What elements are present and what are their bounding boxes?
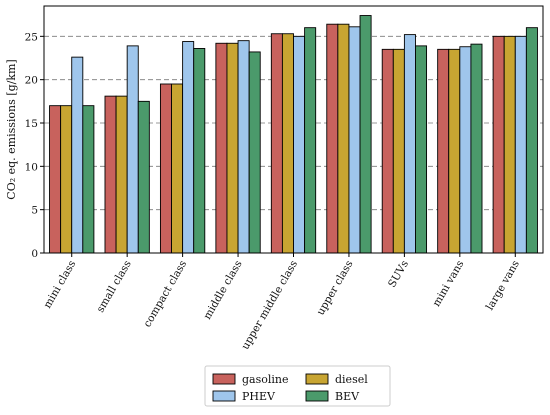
bar-diesel-upper-class xyxy=(337,23,350,254)
bar-bev-middle-class xyxy=(248,51,261,254)
bar-diesel-middle-class xyxy=(226,42,239,254)
bar-gasoline-large-vans xyxy=(492,35,505,254)
bar-gasoline-middle-class xyxy=(215,42,228,254)
bar-gasoline-mini-vans xyxy=(437,48,450,254)
bar-phev-middle-class xyxy=(237,40,250,254)
bar-phev-compact-class xyxy=(182,41,195,254)
x-ticks: mini class small class compact class middle… xyxy=(41,253,522,352)
bar-bev-upper-middle-class xyxy=(304,27,317,254)
y-tick-label: 10 xyxy=(25,161,38,173)
y-tick-label: 20 xyxy=(25,75,38,87)
legend-swatch-diesel xyxy=(305,373,329,385)
legend-label-bev: BEV xyxy=(335,390,360,403)
bar-bev-compact-class xyxy=(193,48,206,254)
bar-gasoline-compact-class xyxy=(159,83,172,254)
x-tick-label: compact class xyxy=(141,259,189,330)
x-tick-label: mini vans xyxy=(430,259,466,309)
bars xyxy=(49,15,538,254)
bar-bev-mini-vans xyxy=(470,43,483,254)
bar-diesel-mini-class xyxy=(60,105,73,254)
legend-swatch-phev xyxy=(212,390,236,402)
bar-gasoline-SUVs xyxy=(381,48,394,254)
y-tick-label: 5 xyxy=(31,205,38,217)
x-tick-label: middle class xyxy=(201,259,244,322)
y-tick-label: 0 xyxy=(31,248,38,260)
legend-box xyxy=(204,365,391,407)
bar-gasoline-upper-middle-class xyxy=(270,33,283,254)
bar-bev-SUVs xyxy=(415,45,428,254)
bar-phev-upper-middle-class xyxy=(293,35,306,254)
y-ticks: 0 5 10 15 20 25 xyxy=(25,31,44,260)
bar-phev-mini-class xyxy=(71,56,84,254)
bar-bev-small-class xyxy=(137,100,150,254)
legend-swatch-bev xyxy=(305,390,329,402)
bar-phev-SUVs xyxy=(403,34,416,254)
legend: gasoline diesel PHEV BEV xyxy=(204,365,391,407)
legend-label-gasoline: gasoline xyxy=(242,373,289,386)
x-tick-label: upper middle class xyxy=(239,259,300,352)
bar-diesel-upper-middle-class xyxy=(281,33,294,254)
bar-bev-large-vans xyxy=(525,27,538,254)
x-tick-label: small class xyxy=(94,259,133,315)
y-tick-label: 15 xyxy=(25,118,38,130)
bar-diesel-small-class xyxy=(115,95,128,254)
x-tick-label: mini class xyxy=(41,259,78,311)
legend-swatch-gasoline xyxy=(212,373,236,385)
bar-bev-mini-class xyxy=(82,105,95,254)
bar-phev-upper-class xyxy=(348,26,361,254)
bar-diesel-mini-vans xyxy=(448,48,461,254)
bar-gasoline-small-class xyxy=(104,95,117,254)
bar-gasoline-upper-class xyxy=(326,23,339,254)
y-axis-title: CO₂ eq. emissions [g/km] xyxy=(5,59,18,199)
x-tick-label: upper class xyxy=(315,259,356,318)
bar-phev-large-vans xyxy=(514,35,527,254)
x-tick-label: large vans xyxy=(484,259,522,313)
bar-diesel-compact-class xyxy=(171,83,184,254)
legend-label-phev: PHEV xyxy=(242,390,276,403)
bar-diesel-large-vans xyxy=(503,35,516,254)
legend-label-diesel: diesel xyxy=(335,373,368,386)
bar-diesel-SUVs xyxy=(392,48,405,254)
bar-phev-small-class xyxy=(126,45,139,254)
bar-phev-mini-vans xyxy=(459,46,472,254)
y-tick-label: 25 xyxy=(25,31,38,43)
x-tick-label: SUVs xyxy=(386,259,411,290)
bar-bev-upper-class xyxy=(359,15,372,254)
bar-gasoline-mini-class xyxy=(49,105,62,254)
